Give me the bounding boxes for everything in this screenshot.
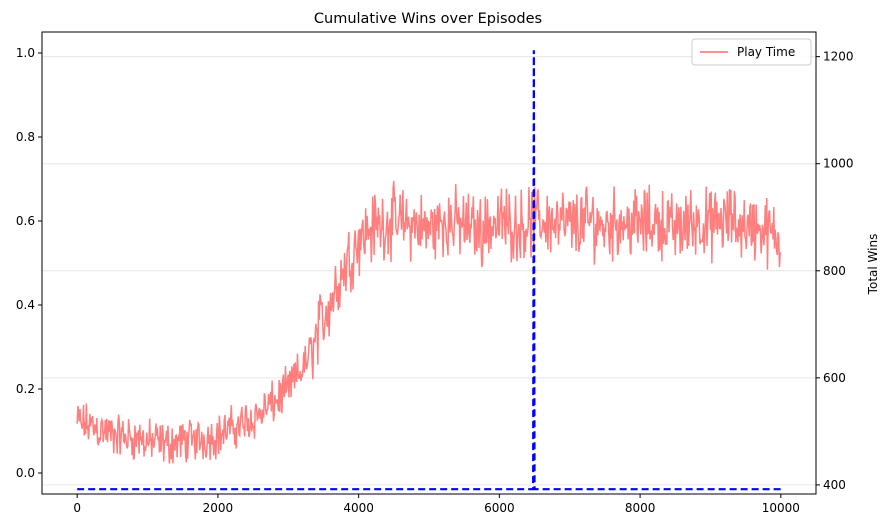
y-left-tick-label: 1.0 bbox=[16, 46, 35, 60]
grid bbox=[42, 56, 816, 486]
y-left-tick-label: 0.0 bbox=[16, 466, 35, 480]
y-left-tick-label: 0.2 bbox=[16, 382, 35, 396]
y-left-tick-label: 0.4 bbox=[16, 298, 35, 312]
x-tick-label: 8000 bbox=[625, 501, 656, 515]
x-tick-label: 4000 bbox=[343, 501, 374, 515]
y-right-tick-label: 400 bbox=[823, 478, 846, 492]
plot-frame bbox=[41, 31, 817, 495]
x-tick-label: 0 bbox=[73, 501, 81, 515]
x-tick-label: 6000 bbox=[484, 501, 515, 515]
legend-label-play-time: Play Time bbox=[737, 45, 795, 59]
y-axis-right: 400 600 800 1000 1200 bbox=[816, 50, 854, 492]
chart-title: Cumulative Wins over Episodes bbox=[314, 11, 542, 27]
y-left-tick-label: 0.8 bbox=[16, 130, 35, 144]
x-tick-label: 2000 bbox=[203, 501, 234, 515]
y-right-tick-label: 800 bbox=[823, 264, 846, 278]
x-tick-label: 10000 bbox=[762, 501, 800, 515]
x-axis: 0 2000 4000 6000 8000 10000 bbox=[73, 494, 800, 515]
series-layer bbox=[76, 50, 782, 491]
y-right-tick-label: 1000 bbox=[823, 157, 854, 171]
y-axis-left: 0.0 0.2 0.4 0.6 0.8 1.0 bbox=[16, 46, 42, 480]
legend: Play Time bbox=[691, 38, 812, 66]
y-right-tick-label: 1200 bbox=[823, 50, 854, 64]
y-right-tick-label: 600 bbox=[823, 371, 846, 385]
series-play-time-line bbox=[76, 180, 782, 464]
series-total-wins-line bbox=[77, 50, 781, 491]
y-axis-right-label: Total Wins bbox=[866, 234, 880, 296]
legend-box bbox=[691, 38, 812, 66]
y-left-tick-label: 0.6 bbox=[16, 214, 35, 228]
